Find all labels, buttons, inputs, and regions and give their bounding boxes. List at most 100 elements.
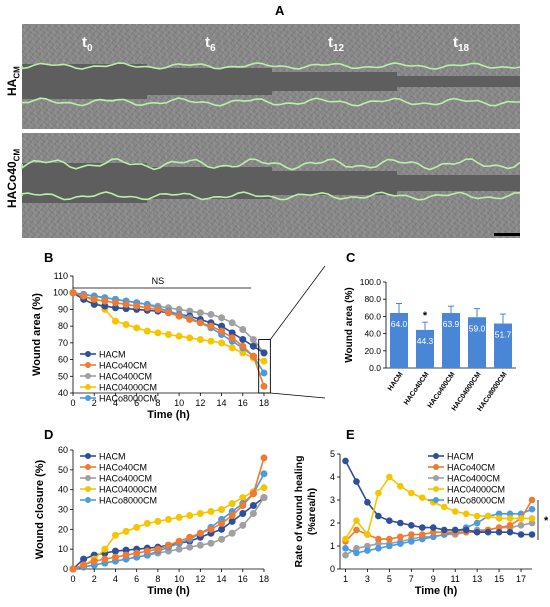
- B-legend-marker-2: [85, 373, 91, 379]
- c-value-label-0: 64.0: [391, 319, 408, 329]
- E-point-0-17: [528, 531, 536, 538]
- B-point-1-6: [133, 302, 141, 310]
- D-point-1-13: [207, 525, 215, 533]
- D-x-tick-label: 6: [134, 574, 139, 584]
- D-y-tick-label: 20: [58, 524, 68, 534]
- wound-gap: [147, 68, 272, 95]
- B-point-0-18: [260, 349, 268, 357]
- D-point-0-1: [80, 555, 88, 563]
- E-point-3-3: [375, 489, 382, 497]
- E-point-3-5: [397, 482, 404, 490]
- panel-letter-a: A: [275, 3, 285, 18]
- E-legend-marker-0: [433, 453, 439, 459]
- B-point-2-11: [186, 307, 194, 315]
- B-x-tick-label: 4: [113, 398, 118, 408]
- D-point-1-4: [111, 553, 119, 561]
- c-category-label-2: HACo400CM: [427, 371, 457, 410]
- B-x-tick-label: 8: [155, 398, 160, 408]
- zoom-connector-bottom: [270, 392, 326, 399]
- D-point-1-14: [218, 519, 226, 527]
- B-point-1-4: [111, 299, 119, 307]
- E-y-tick-label: 4: [330, 472, 335, 482]
- B-point-3-18: [260, 357, 268, 365]
- E-point-1-3: [375, 535, 382, 543]
- D-y-tick-label: 30: [58, 505, 68, 515]
- E-legend-marker-4: [433, 497, 439, 503]
- B-x-tick-label: 16: [238, 398, 248, 408]
- D-y-tick-label: 40: [58, 485, 68, 495]
- E-point-0-15: [506, 528, 514, 536]
- D-point-0-14: [218, 525, 226, 533]
- E-point-4-12: [473, 519, 481, 527]
- time-label-t6-base: t: [205, 34, 210, 51]
- c-value-label-3: 59.0: [469, 323, 486, 333]
- E-point-0-2: [364, 499, 371, 506]
- B-y-tick-label: 40: [58, 388, 68, 398]
- D-legend-marker-0: [85, 453, 91, 459]
- E-point-1-14: [495, 524, 503, 531]
- E-point-4-2: [364, 547, 371, 554]
- E-legend-label-0: HACM: [447, 452, 474, 462]
- B-point-0-14: [218, 322, 226, 330]
- E-point-4-3: [375, 545, 382, 552]
- c-y-tick-label: 0.0: [369, 363, 381, 373]
- D-point-1-0: [69, 565, 77, 573]
- E-point-0-12: [473, 528, 481, 536]
- B-point-2-15: [228, 319, 236, 327]
- B-point-1-15: [228, 334, 236, 342]
- D-legend-label-3: HAC04000CM: [99, 485, 157, 495]
- B-point-3-7: [143, 327, 151, 335]
- D-legend-marker-4: [85, 497, 91, 503]
- D-point-1-10: [175, 537, 183, 545]
- micrograph-r2-c4: [397, 133, 520, 238]
- B-point-1-17: [249, 352, 257, 360]
- B-legend-label-1: HACo40CM: [99, 361, 147, 371]
- B-x-tick-label: 2: [92, 398, 97, 408]
- micrograph-r2-c3: [272, 133, 397, 238]
- B-point-3-10: [175, 332, 183, 340]
- E-point-4-14: [495, 510, 503, 518]
- E-point-3-10: [451, 508, 459, 515]
- D-point-3-11: [186, 511, 194, 519]
- E-point-2-16: [517, 522, 525, 529]
- B-point-1-7: [143, 304, 151, 312]
- E-point-4-17: [528, 505, 536, 513]
- D-point-2-14: [218, 535, 226, 543]
- E-point-0-1: [353, 478, 360, 485]
- B-point-1-5: [122, 300, 130, 308]
- B-point-3-11: [186, 334, 194, 342]
- D-y-tick-label: 10: [58, 544, 68, 554]
- E-point-0-10: [451, 526, 459, 534]
- c-category-label-4: HACo8000CM: [477, 371, 509, 413]
- c-y-tick-label: 20.0: [364, 346, 381, 356]
- B-point-3-5: [122, 320, 130, 328]
- B-point-2-17: [249, 336, 257, 344]
- e-significance-label: *: [544, 515, 549, 527]
- time-label-t6: t6: [205, 34, 216, 54]
- D-point-1-18: [260, 454, 268, 462]
- c-bar-4: [494, 323, 512, 368]
- D-x-tick-label: 2: [92, 574, 97, 584]
- E-point-0-4: [386, 517, 393, 524]
- B-x-tick-label: 12: [195, 398, 205, 408]
- E-x-tick-label: 13: [472, 574, 482, 584]
- B-point-0-15: [228, 329, 236, 337]
- E-y-tick-label: 3: [330, 495, 335, 505]
- B-point-3-12: [196, 336, 204, 344]
- c-y-tick-label: 40.0: [364, 329, 381, 339]
- B-point-1-16: [239, 342, 247, 350]
- B-legend-label-4: HACo8000CM: [99, 394, 157, 404]
- D-point-3-13: [207, 507, 215, 515]
- wound-gap: [272, 72, 397, 91]
- D-legend-marker-3: [85, 486, 91, 492]
- D-point-2-12: [196, 541, 204, 549]
- D-point-3-3: [101, 545, 109, 553]
- B-legend-label-3: HAC04000CM: [99, 383, 157, 393]
- B-point-1-8: [154, 305, 162, 313]
- E-point-3-0: [342, 535, 349, 543]
- B-y-tick-label: 60: [58, 355, 68, 365]
- D-point-2-15: [228, 529, 236, 537]
- E-point-4-1: [353, 549, 360, 557]
- B-legend-marker-0: [85, 351, 91, 357]
